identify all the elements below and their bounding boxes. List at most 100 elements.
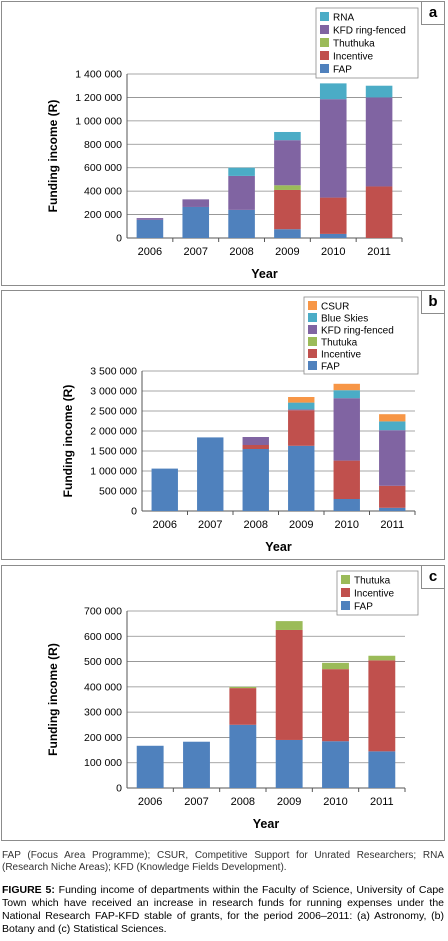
chart-b-xtick-label: 2009	[289, 519, 313, 531]
chart-b-legend-label: KFD ring-fenced	[321, 326, 394, 337]
chart-a-bar-thuthuka-2009	[274, 185, 301, 190]
chart-c-ytick-label: 600 000	[84, 631, 122, 643]
chart-panel-c: 0 100 000 200 000 300 000 400 000 500 000 600 …	[1, 565, 445, 841]
chart-c-ytick-label: 100 000	[84, 757, 122, 769]
chart-c-ytick-label: 400 000	[84, 681, 122, 693]
chart-c-legend-swatch	[341, 575, 350, 584]
chart-c-ytick-label: 0	[116, 783, 122, 795]
chart-c-xtick-label: 2007	[184, 796, 208, 808]
abbreviations-footnote: FAP (Focus Area Programme); CSUR, Compet…	[2, 850, 444, 873]
chart-a-ytick-label: 1 200 000	[75, 92, 122, 104]
chart-a-bar-incentive-2009	[274, 189, 301, 230]
chart-b-ytick-label: 3 500 000	[90, 366, 137, 378]
chart-c-bar-incentive-2008	[229, 688, 257, 725]
chart-b-bar-incentive-2010	[333, 460, 360, 499]
chart-a-ytick-label: 600 000	[84, 162, 122, 174]
chart-b-bar-fap-2009	[288, 445, 315, 511]
chart-c-ytick-label: 700 000	[84, 606, 122, 618]
chart-b-legend-label: FAP	[321, 362, 340, 373]
chart-a-xtick-label: 2007	[184, 246, 208, 258]
chart-b-legend-label: Incentive	[321, 350, 361, 361]
chart-a-bar-incentive-2010	[319, 197, 347, 234]
chart-a-bar-incentive-2011	[365, 186, 393, 238]
chart-a-ytick-label: 400 000	[84, 186, 122, 198]
chart-a-bar-fap-2007	[182, 206, 210, 238]
chart-a-bar-kfd-ring-fenced-2010	[319, 99, 347, 198]
chart-c-bar-thutuka-2009	[275, 621, 303, 630]
chart-a-bar-rna-2009	[274, 131, 301, 141]
chart-c-xtick-label: 2010	[323, 796, 347, 808]
chart-a-ytick-label: 1 400 000	[75, 69, 122, 81]
chart-c-xtick-label: 2008	[231, 796, 255, 808]
chart-a-xtick-label: 2010	[321, 246, 345, 258]
chart-c-bar-thutuka-2011	[368, 655, 396, 661]
chart-a-bar-kfd-ring-fenced-2006	[136, 218, 164, 220]
chart-panel-b: 0 500 000 1 000 000 1 500 000 2 000 000 2 500…	[1, 290, 445, 560]
chart-a-bar-rna-2011	[365, 85, 393, 98]
chart-c-bar-incentive-2009	[275, 629, 303, 740]
chart-c-bar-fap-2009	[275, 739, 303, 788]
chart-b-x-axis-title: Year	[265, 540, 292, 554]
chart-b-legend-label: Thutuka	[321, 338, 358, 349]
panel-label-c: c	[421, 566, 444, 589]
chart-b-legend-swatch	[308, 337, 317, 346]
chart-a-legend-swatch	[320, 64, 329, 73]
chart-b-legend-label: Blue Skies	[321, 314, 368, 325]
chart-c-ytick-label: 200 000	[84, 732, 122, 744]
chart-b-bar-fap-2008	[242, 449, 269, 511]
chart-b-bar-kfd-ring-fenced-2009	[288, 409, 315, 411]
chart-c-x-axis-title: Year	[253, 817, 280, 831]
figure-caption: FIGURE 5: Funding income of departments …	[2, 884, 444, 936]
chart-a-bar-kfd-ring-fenced-2009	[274, 140, 301, 186]
chart-a-ytick-label: 200 000	[84, 209, 122, 221]
chart-a-legend-label: RNA	[333, 13, 354, 24]
chart-b: 0 500 000 1 000 000 1 500 000 2 000 000 2 500…	[61, 296, 419, 554]
chart-c-bar-fap-2011	[368, 751, 396, 788]
chart-b-bar-fap-2010	[333, 499, 360, 511]
chart-c-legend-swatch	[341, 601, 350, 610]
chart-c-bar-thutuka-2010	[322, 662, 349, 670]
chart-a-legend-label: Incentive	[333, 52, 373, 63]
chart-b-legend-swatch	[308, 349, 317, 358]
chart-b-bar-csur-2010	[333, 383, 360, 391]
chart-b-bar-fap-2006	[151, 468, 178, 511]
chart-a-legend-box	[315, 7, 419, 79]
chart-c-xtick-label: 2006	[138, 796, 162, 808]
chart-c-legend-swatch	[341, 588, 350, 597]
chart-a-bar-fap-2008	[228, 209, 255, 238]
chart-a-y-axis-title: Funding income (R)	[46, 100, 60, 213]
chart-c-legend-label: Incentive	[354, 589, 394, 600]
chart-b-legend-label: CSUR	[321, 302, 349, 313]
chart-a-legend-swatch	[320, 12, 329, 21]
caption-label: FIGURE 5:	[2, 884, 55, 896]
chart-c-xtick-label: 2011	[370, 796, 394, 808]
chart-a-legend-label: Thuthuka	[333, 39, 375, 50]
chart-b-legend-swatch	[308, 361, 317, 370]
chart-a-xtick-label: 2009	[275, 246, 299, 258]
chart-b-bar-blue-skies-2011	[379, 421, 406, 431]
chart-b-bar-kfd-ring-fenced-2008	[242, 437, 269, 445]
chart-c-y-axis-title: Funding income (R)	[46, 643, 60, 756]
chart-c-bar-fap-2010	[322, 741, 349, 788]
chart-a-bar-fap-2010	[319, 233, 347, 238]
chart-b-bar-csur-2011	[379, 414, 406, 422]
chart-a-legend-swatch	[320, 38, 329, 47]
chart-a-xtick-label: 2008	[229, 246, 253, 258]
chart-b-ytick-label: 3 000 000	[90, 386, 137, 398]
chart-b-legend-swatch	[308, 301, 317, 310]
chart-c-bar-fap-2007	[183, 741, 210, 788]
chart-b-ytick-label: 1 500 000	[90, 446, 137, 458]
chart-a-bar-kfd-ring-fenced-2007	[182, 199, 210, 207]
chart-b-y-axis-title: Funding income (R)	[61, 385, 75, 498]
chart-b-xtick-label: 2011	[380, 519, 404, 531]
panel-label-a: a	[421, 2, 444, 25]
chart-b-bar-incentive-2011	[379, 485, 406, 508]
chart-b-bar-fap-2007	[197, 437, 224, 511]
chart-a-bar-fap-2006	[136, 219, 164, 238]
chart-a-ytick-label: 0	[116, 233, 122, 245]
chart-c-bar-incentive-2011	[368, 660, 396, 752]
chart-a-bar-rna-2010	[319, 83, 347, 100]
chart-c-xtick-label: 2009	[277, 796, 301, 808]
chart-b-ytick-label: 1 000 000	[90, 466, 137, 478]
chart-b-bar-kfd-ring-fenced-2011	[379, 430, 406, 486]
